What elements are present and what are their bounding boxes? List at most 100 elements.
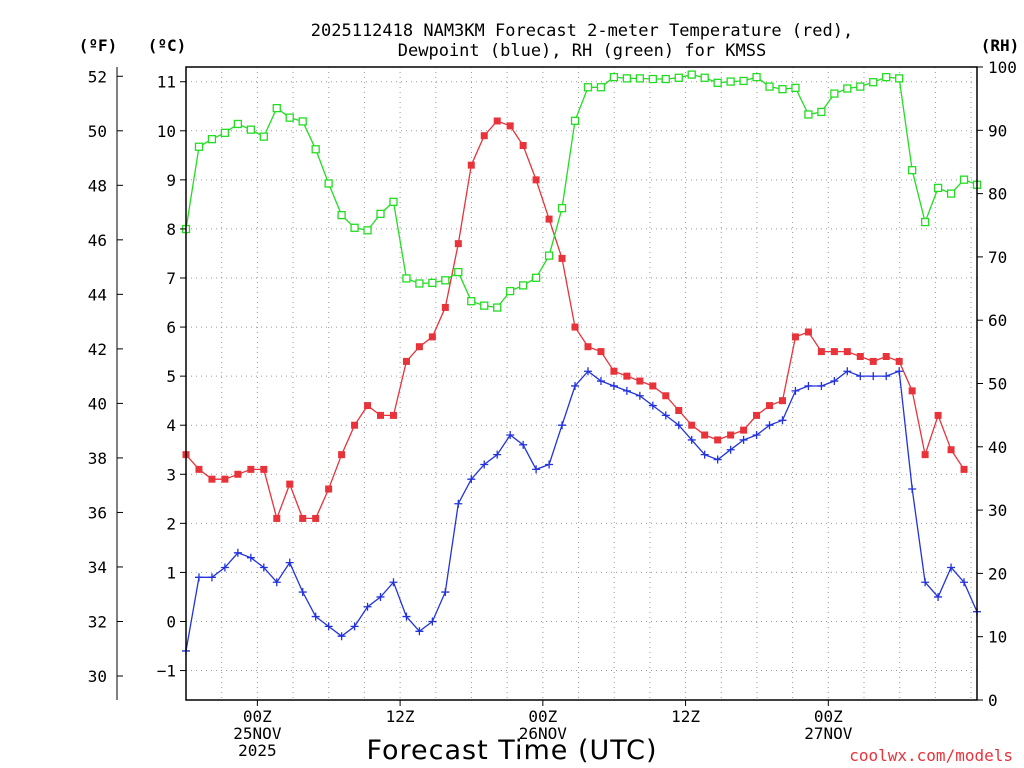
dewpoint-point: [233, 548, 242, 557]
dewpoint-point: [428, 617, 437, 626]
temperature-point: [610, 367, 618, 375]
rh-point: [298, 117, 307, 126]
series-layer: [181, 70, 982, 655]
temperature-point: [934, 411, 942, 419]
celsius-tick-label: 2: [166, 514, 176, 533]
dewpoint-point: [700, 450, 709, 459]
rh-point: [454, 267, 463, 277]
dewpoint-point: [622, 386, 631, 395]
temperature-point: [766, 402, 774, 410]
dewpoint-point: [726, 445, 735, 454]
dewpoint-point: [843, 367, 852, 376]
rh-tick-label: 70: [988, 248, 1007, 267]
temperature-point: [195, 465, 203, 473]
dewpoint-point: [804, 381, 813, 390]
rh-point: [415, 279, 424, 288]
fahrenheit-tick-label: 32: [88, 612, 107, 631]
rh-point: [778, 85, 787, 94]
fahrenheit-tick-label: 44: [88, 285, 107, 304]
dewpoint-point: [882, 372, 891, 381]
temperature-point: [623, 372, 631, 380]
rh-point: [441, 276, 450, 285]
dewpoint-point: [934, 592, 943, 601]
rh-point: [609, 72, 619, 82]
dewpoint-point: [661, 411, 670, 420]
axes-layer: −101234567891011303234363840424446485052…: [88, 58, 1017, 760]
temperature-series: [182, 117, 968, 522]
rh-point: [635, 74, 645, 83]
rh-point: [506, 286, 515, 296]
fahrenheit-unit-label: (ºF): [79, 36, 118, 55]
temperature-point: [895, 357, 903, 365]
rh-point: [765, 82, 774, 91]
rh-point: [959, 175, 969, 184]
fahrenheit-tick-label: 34: [88, 558, 107, 577]
temperature-point: [636, 377, 644, 385]
temperature-point: [753, 411, 761, 419]
temperature-point: [778, 397, 786, 405]
temperature-point: [558, 254, 566, 262]
x-tick-label: 00Z: [243, 707, 272, 726]
celsius-tick-label: 10: [157, 122, 176, 141]
fahrenheit-tick-label: 48: [88, 176, 107, 195]
temperature-point: [921, 451, 929, 459]
rh-point: [402, 274, 411, 283]
temperature-point: [208, 475, 216, 483]
rh-point: [791, 83, 800, 93]
temperature-point: [597, 348, 605, 356]
fahrenheit-tick-label: 36: [88, 503, 107, 522]
rh-tick-label: 60: [988, 311, 1007, 330]
dewpoint-point: [583, 367, 592, 376]
celsius-tick-label: 4: [166, 416, 176, 435]
fahrenheit-tick-label: 46: [88, 231, 107, 250]
dewpoint-point: [441, 588, 450, 597]
rh-point: [557, 204, 567, 213]
grid-lines: [186, 67, 977, 700]
temperature-line: [185, 120, 965, 521]
dewpoint-point: [389, 578, 398, 587]
rh-tick-label: 0: [988, 691, 998, 710]
dewpoint-series: [182, 367, 981, 655]
celsius-tick-label: 9: [166, 171, 176, 190]
temperature-point: [389, 411, 397, 419]
dewpoint-point: [298, 588, 307, 597]
rh-point: [622, 74, 632, 83]
temperature-point: [467, 161, 475, 169]
celsius-tick-label: −1: [157, 662, 176, 681]
rh-point: [687, 70, 696, 79]
dewpoint-point: [324, 622, 333, 631]
temperature-point: [454, 240, 462, 248]
dewpoint-point: [778, 416, 787, 425]
fahrenheit-tick-label: 52: [88, 67, 107, 86]
fahrenheit-tick-label: 42: [88, 340, 107, 359]
temperature-point: [532, 176, 540, 184]
temperature-point: [351, 421, 359, 429]
dewpoint-point: [908, 485, 917, 493]
celsius-tick-label: 11: [157, 73, 176, 92]
temperature-point: [364, 402, 372, 410]
rh-point: [596, 83, 606, 92]
celsius-tick-label: 7: [166, 269, 176, 288]
temperature-point: [688, 421, 696, 429]
dewpoint-point: [895, 367, 904, 376]
chart-title-line-1: 2025112418 NAM3KM Forecast 2-meter Tempe…: [311, 21, 853, 41]
temperature-point: [493, 117, 501, 125]
dewpoint-point: [246, 553, 255, 562]
rh-point: [920, 217, 930, 227]
chart-title-line-2: Dewpoint (blue), RH (green) for KMSS: [398, 41, 766, 61]
temperature-point: [402, 357, 410, 365]
rh-point: [259, 132, 268, 141]
x-tick-label: 00Z: [814, 707, 843, 726]
temperature-point: [441, 303, 449, 311]
x-tick-label: 2025: [238, 741, 277, 760]
x-tick-label: 12Z: [671, 707, 700, 726]
rh-point: [804, 110, 813, 119]
dewpoint-point: [856, 372, 865, 381]
dewpoint-point: [493, 450, 502, 459]
fahrenheit-tick-label: 50: [88, 122, 107, 141]
rh-point: [194, 142, 204, 151]
dewpoint-point: [739, 435, 748, 444]
temperature-point: [428, 333, 436, 341]
fahrenheit-tick-label: 30: [88, 667, 107, 686]
rh-line: [185, 73, 978, 309]
